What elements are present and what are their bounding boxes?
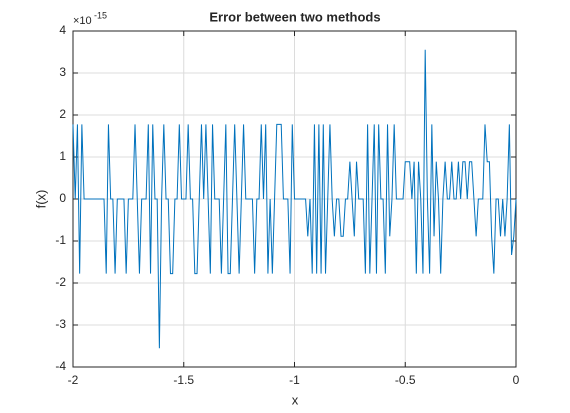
y-multiplier-exponent: -15 xyxy=(94,10,107,20)
y-tick-label: -2 xyxy=(55,275,66,289)
y-tick-label: -4 xyxy=(55,359,66,373)
x-tick-label: 0 xyxy=(513,373,520,387)
x-tick-label: -2 xyxy=(68,373,79,387)
data-line xyxy=(72,49,517,349)
y-tick-label: 2 xyxy=(59,107,66,121)
x-tick-label: -0.5 xyxy=(395,373,416,387)
x-tick-label: -1.5 xyxy=(173,373,194,387)
y-tick-label: 3 xyxy=(59,65,66,79)
y-tick-label: -3 xyxy=(55,317,66,331)
chart-title: Error between two methods xyxy=(209,9,380,24)
y-multiplier-base: ×10 xyxy=(73,15,92,27)
y-tick-label: 4 xyxy=(59,23,66,37)
y-tick-label: 1 xyxy=(59,149,66,163)
x-axis-label: x xyxy=(292,392,299,407)
y-tick-label: 0 xyxy=(59,191,66,205)
x-tick-label: -1 xyxy=(289,373,300,387)
y-tick-label: -1 xyxy=(55,233,66,247)
y-axis-label: f(x) xyxy=(33,190,48,209)
